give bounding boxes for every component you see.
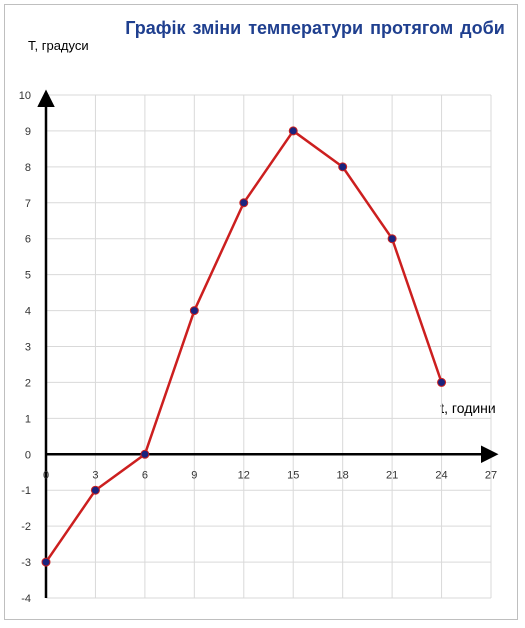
y-tick-label: 4 [25, 306, 31, 318]
y-tick-label: 2 [25, 377, 31, 389]
data-point [437, 377, 447, 387]
chart-title: Графік зміни температури протягом доби [125, 18, 505, 38]
data-point [140, 449, 150, 459]
chart-frame [4, 4, 518, 620]
y-tick-label: 7 [25, 198, 31, 210]
y-tick-label: 6 [25, 234, 31, 246]
data-point [90, 485, 100, 495]
y-tick-label: 9 [25, 126, 31, 138]
axes [37, 89, 499, 598]
y-tick-label: -4 [21, 593, 31, 605]
grid [45, 94, 492, 599]
x-tick-label: 24 [435, 469, 447, 481]
data-point [338, 162, 348, 172]
series [41, 126, 447, 567]
x-tick-label: 27 [485, 469, 497, 481]
y-tick-label: 3 [25, 342, 31, 354]
y-tick-label: 10 [19, 90, 31, 102]
data-point [239, 198, 249, 208]
x-tick-label: 3 [92, 469, 98, 481]
y-tick-label: -1 [21, 485, 31, 497]
data-point [288, 126, 298, 136]
x-tick-label: 6 [142, 469, 148, 481]
x-axis-label: t, години [440, 400, 496, 416]
y-tick-label: 5 [25, 270, 31, 282]
data-point [41, 557, 51, 567]
x-tick-label: 21 [386, 469, 398, 481]
x-tick-label: 18 [337, 469, 349, 481]
y-tick-label: 1 [25, 413, 31, 425]
y-tick-label: -2 [21, 521, 31, 533]
y-tick-label: 8 [25, 162, 31, 174]
data-point [189, 306, 199, 316]
data-point [387, 234, 397, 244]
x-tick-label: 12 [238, 469, 250, 481]
x-tick-label: 0 [43, 469, 49, 481]
y-tick-label: -3 [21, 557, 31, 569]
y-tick-label: 0 [25, 449, 31, 461]
x-tick-label: 9 [191, 469, 197, 481]
x-tick-label: 15 [287, 469, 299, 481]
y-axis-label: T, градуси [28, 38, 89, 53]
